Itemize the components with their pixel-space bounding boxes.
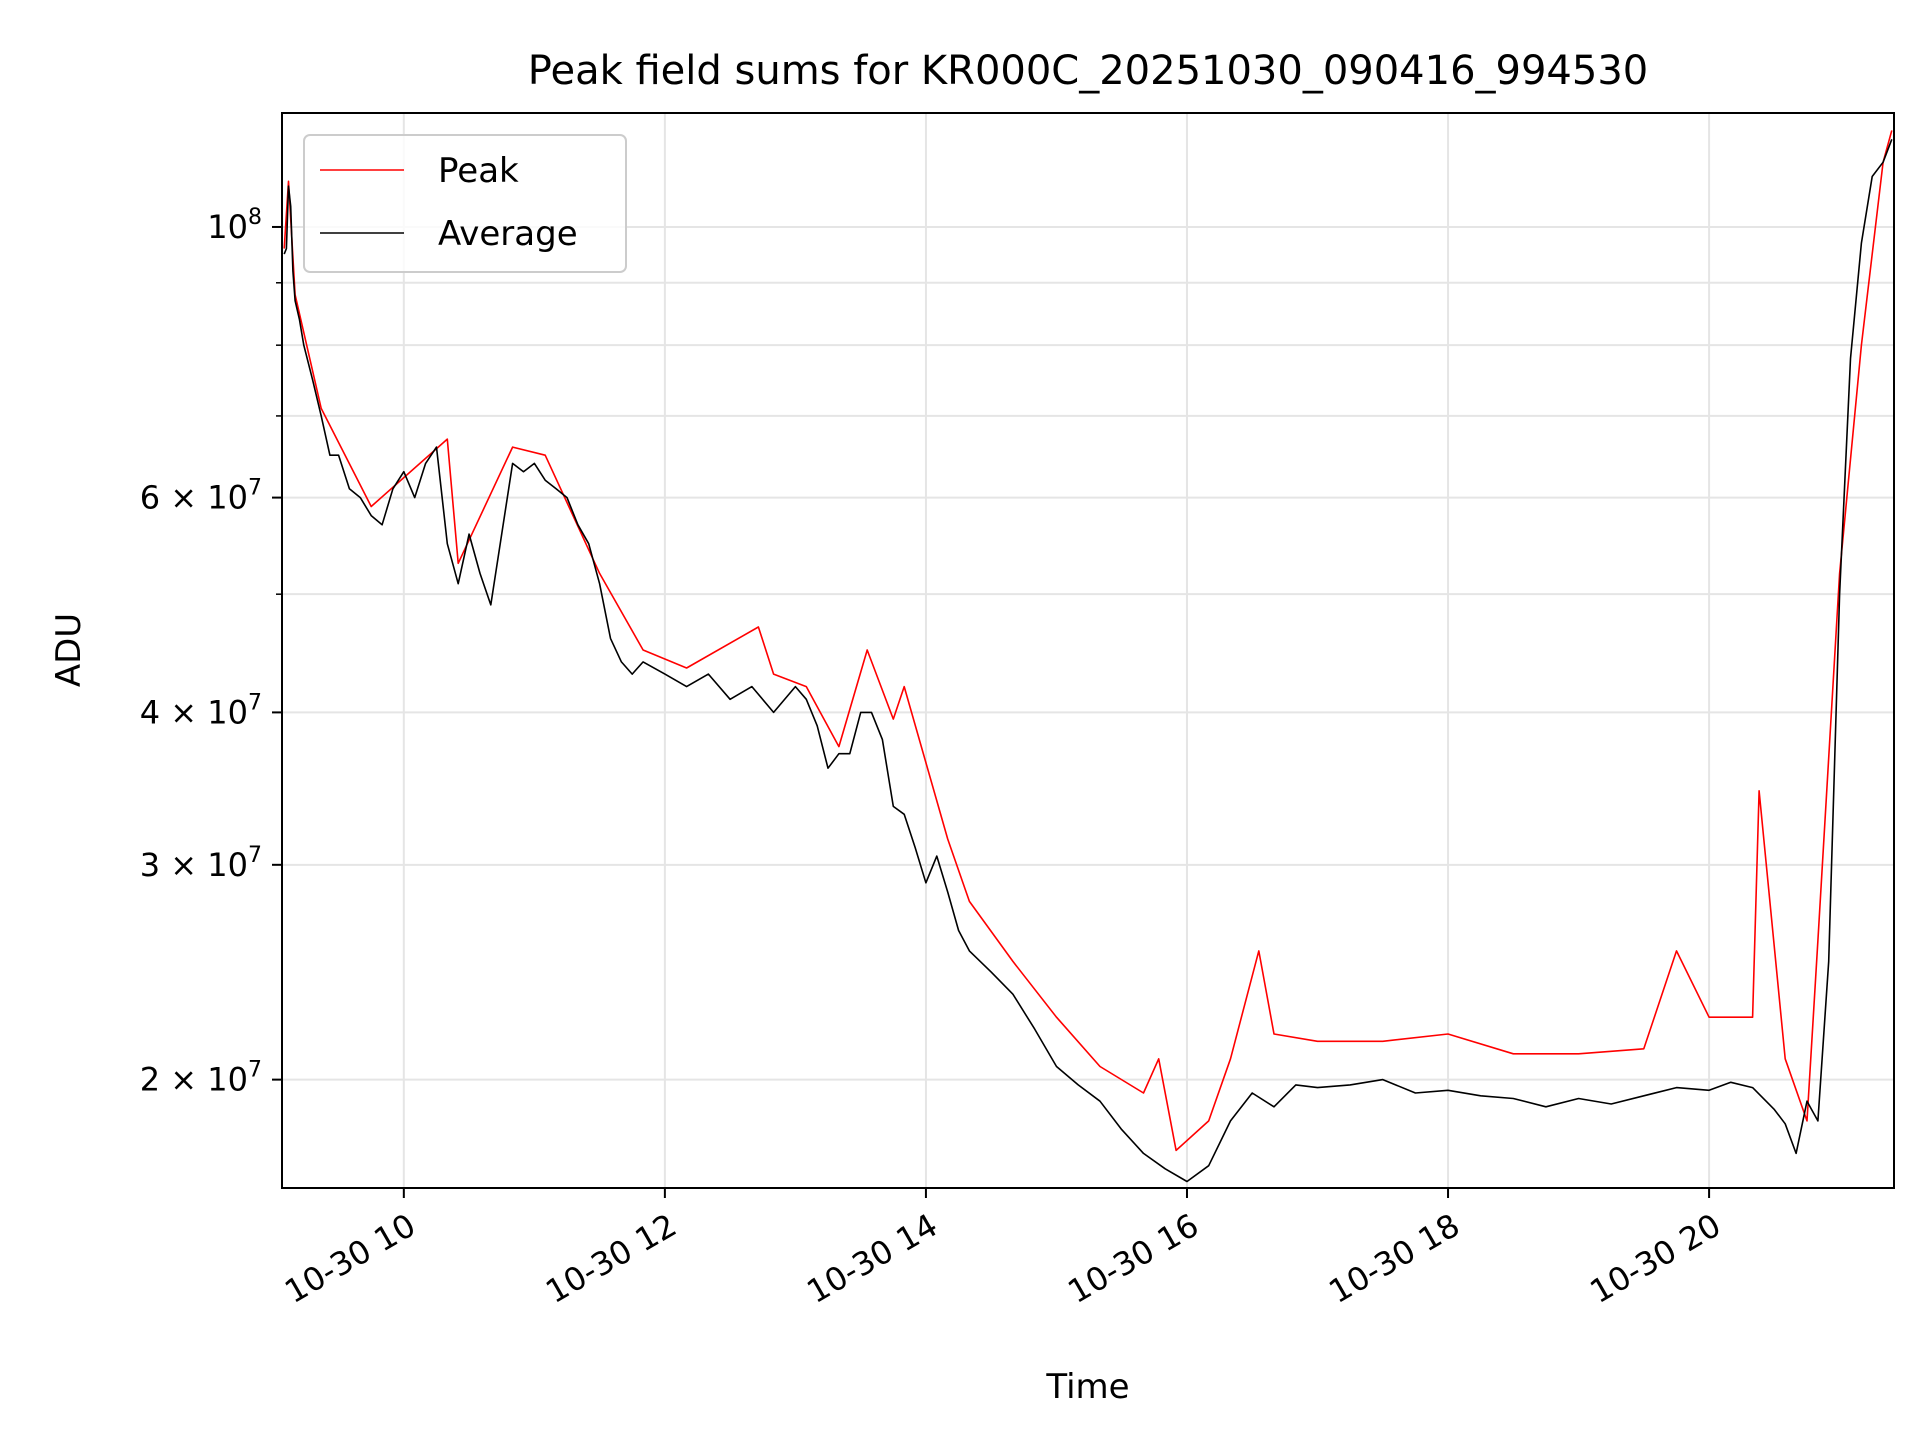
x-axis-label: Time	[1045, 1367, 1129, 1407]
x-tick-label: 10-30 12	[539, 1206, 683, 1311]
y-tick-label: 2 × 107	[140, 1058, 262, 1099]
y-tick-label-base: 2 × 10	[140, 1061, 248, 1099]
x-axis-ticks: 10-30 10 10-30 12 10-30 14 10-30 16 10-30 18…	[278, 1188, 1727, 1311]
x-tick-label: 10-30 16	[1061, 1206, 1205, 1311]
y-tick-label-exponent: 7	[248, 1058, 262, 1083]
x-tick-label: 10-30 10	[278, 1206, 422, 1311]
grid-lines	[282, 113, 1894, 1188]
series-line-peak	[283, 130, 1893, 1152]
series-line-average	[283, 139, 1893, 1183]
y-tick-label: 3 × 107	[140, 843, 262, 884]
y-tick-label-base: 3 × 10	[140, 846, 248, 884]
y-axis-label: ADU	[49, 613, 89, 687]
y-tick-label-exponent: 7	[248, 476, 262, 501]
x-tick-label: 10-30 14	[800, 1206, 944, 1311]
y-tick-label-exponent: 7	[248, 690, 262, 715]
x-tick-label: 10-30 20	[1583, 1206, 1727, 1311]
legend-label-average: Average	[438, 214, 578, 254]
legend-label-peak: Peak	[438, 151, 519, 191]
y-tick-label-base: 4 × 10	[140, 693, 248, 731]
x-tick-label: 10-30 18	[1322, 1206, 1466, 1311]
chart-title: Peak field sums for KR000C_20251030_0904…	[528, 48, 1648, 94]
plot-area-frame	[281, 112, 1895, 1189]
legend: Peak Average	[303, 134, 627, 273]
y-tick-label-base: 10	[207, 208, 248, 246]
y-tick-label-base: 6 × 10	[140, 479, 248, 517]
y-tick-label-exponent: 7	[248, 843, 262, 868]
y-tick-label: 4 × 107	[140, 690, 262, 731]
plot-series	[283, 130, 1893, 1183]
y-tick-label: 6 × 107	[140, 476, 262, 517]
y-tick-label: 108	[207, 205, 262, 246]
y-tick-label-exponent: 8	[248, 205, 262, 230]
